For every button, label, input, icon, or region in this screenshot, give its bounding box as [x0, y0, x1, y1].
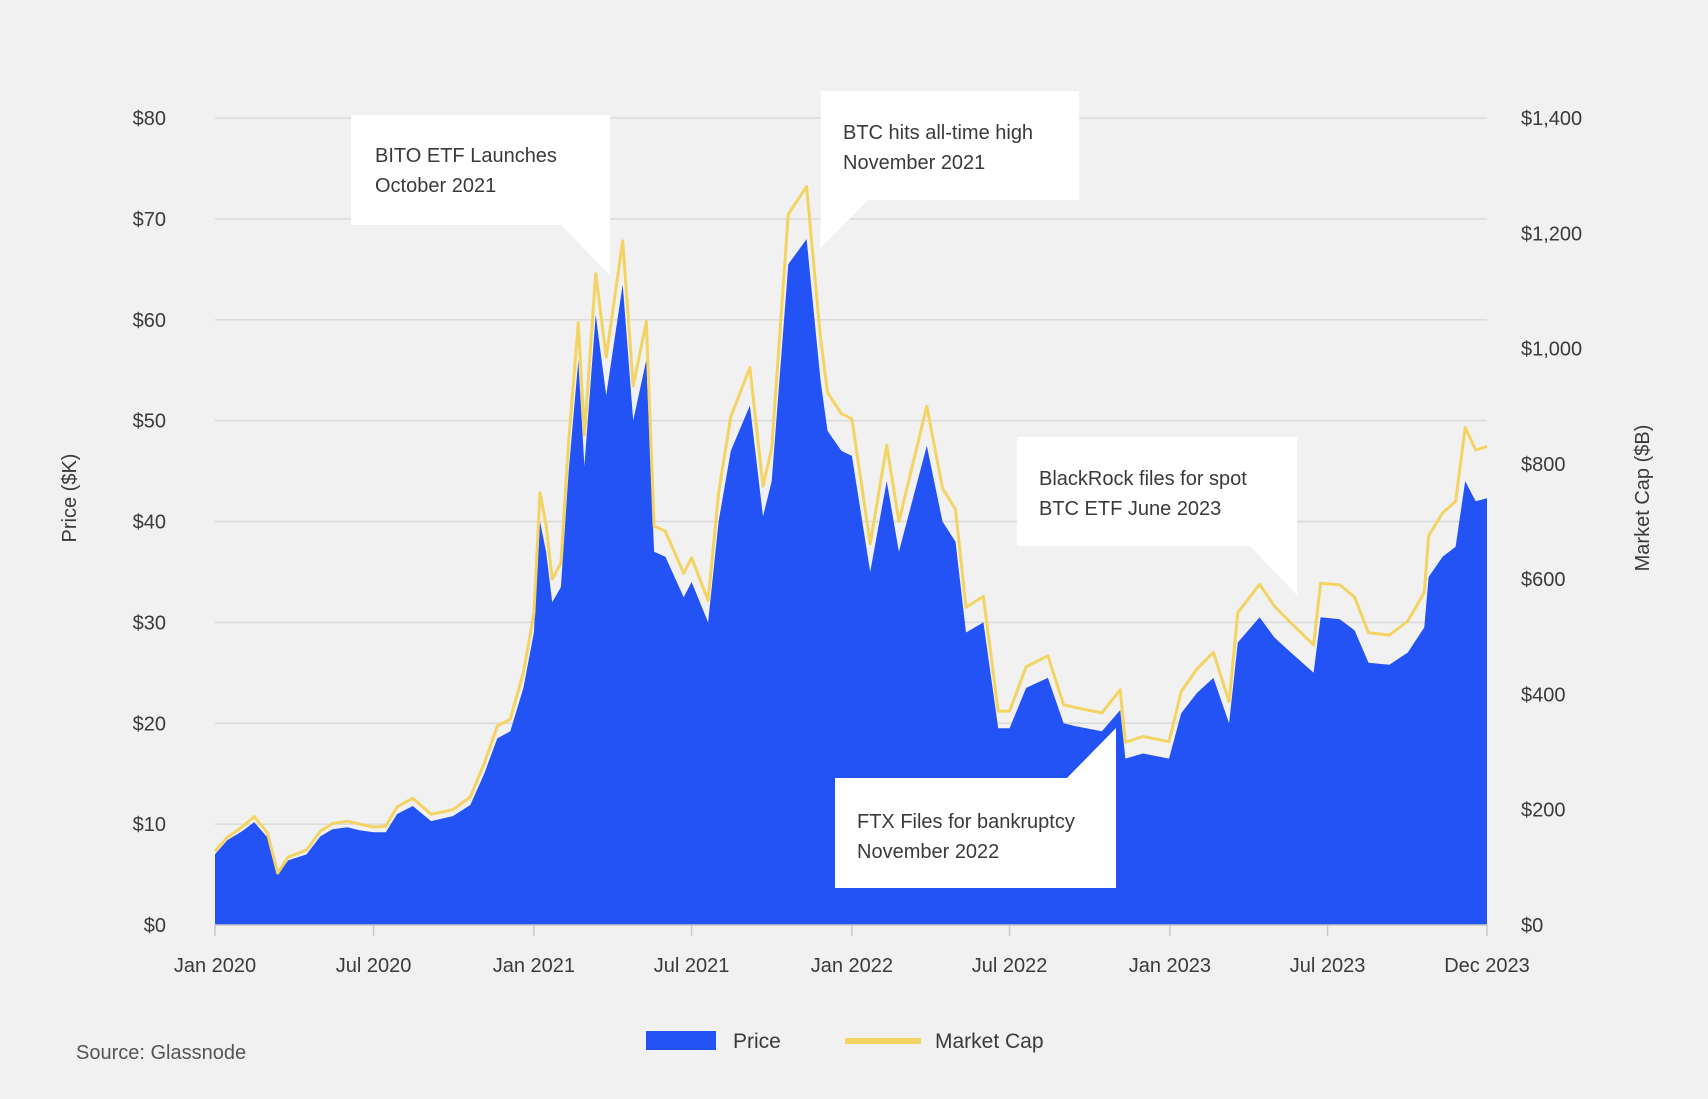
right-y-tick-label: $400	[1521, 684, 1566, 706]
annotation-bito-etf: BITO ETF Launches October 2021	[351, 115, 610, 275]
price-area-series	[215, 239, 1487, 926]
market-cap-line-series	[213, 185, 1488, 875]
right-y-tick-label: $200	[1521, 800, 1566, 822]
x-tick-label: Jan 2022	[811, 955, 893, 977]
left-y-tick-label: $30	[133, 612, 166, 634]
right-y-tick-label: $1,200	[1521, 223, 1582, 245]
legend-market-cap-label: Market Cap	[935, 1030, 1044, 1053]
right-y-tick-label: $1,400	[1521, 108, 1582, 130]
annotation-ftx-line-2: November 2022	[857, 841, 999, 863]
annotation-ath-line-1: BTC hits all-time high	[843, 122, 1033, 144]
annotation-blackrock-line-1: BlackRock files for spot	[1039, 468, 1247, 490]
left-y-tick-label: $70	[133, 209, 166, 231]
x-tick-label: Jan 2020	[174, 955, 256, 977]
annotations: BITO ETF Launches October 2021 BTC hits …	[351, 91, 1297, 888]
legend-price-label: Price	[733, 1030, 781, 1053]
annotation-ftx-bankruptcy: FTX Files for bankruptcy November 2022	[835, 728, 1116, 888]
right-y-tick-label: $800	[1521, 454, 1566, 476]
legend-price-swatch	[646, 1031, 716, 1050]
x-tick-label: Jul 2023	[1290, 955, 1366, 977]
annotation-blackrock-etf: BlackRock files for spot BTC ETF June 20…	[1017, 437, 1297, 595]
annotation-bito-line-1: BITO ETF Launches	[375, 145, 557, 167]
right-y-tick-label: $1,000	[1521, 339, 1582, 361]
plot-area	[213, 185, 1488, 926]
right-y-tick-label: $600	[1521, 569, 1566, 591]
x-tick-label: Jul 2021	[654, 955, 730, 977]
x-tick-label: Jan 2021	[493, 955, 575, 977]
x-tick-label: Jul 2022	[972, 955, 1048, 977]
left-y-tick-label: $80	[133, 108, 166, 130]
x-axis-ticks: Jan 2020 Jul 2020 Jan 2021 Jul 2021 Jan 2022…	[174, 925, 1530, 977]
annotation-all-time-high: BTC hits all-time high November 2021	[820, 91, 1079, 249]
source-note: Source: Glassnode	[76, 1042, 246, 1064]
left-y-tick-label: $50	[133, 411, 166, 433]
left-y-tick-label: $20	[133, 713, 166, 735]
left-axis-title: Price ($K)	[59, 454, 81, 543]
x-tick-label: Dec 2023	[1444, 955, 1530, 977]
left-y-tick-label: $0	[144, 915, 166, 937]
left-y-axis-ticks: $0 $10 $20 $30 $40 $50 $60 $70 $80	[133, 108, 166, 937]
annotation-ftx-line-1: FTX Files for bankruptcy	[857, 811, 1075, 833]
annotation-ath-line-2: November 2021	[843, 152, 985, 174]
right-y-tick-label: $0	[1521, 915, 1543, 937]
left-y-tick-label: $60	[133, 310, 166, 332]
annotation-blackrock-line-2: BTC ETF June 2023	[1039, 498, 1221, 520]
left-y-tick-label: $40	[133, 512, 166, 534]
annotation-bito-line-2: October 2021	[375, 175, 496, 197]
legend: Price Market Cap	[646, 1030, 1044, 1053]
x-tick-label: Jan 2023	[1129, 955, 1211, 977]
right-y-axis-ticks: $0 $200 $400 $600 $800 $1,000 $1,200 $1,400	[1521, 108, 1582, 937]
left-y-tick-label: $10	[133, 814, 166, 836]
right-axis-title: Market Cap ($B)	[1632, 425, 1654, 572]
x-tick-label: Jul 2020	[336, 955, 412, 977]
